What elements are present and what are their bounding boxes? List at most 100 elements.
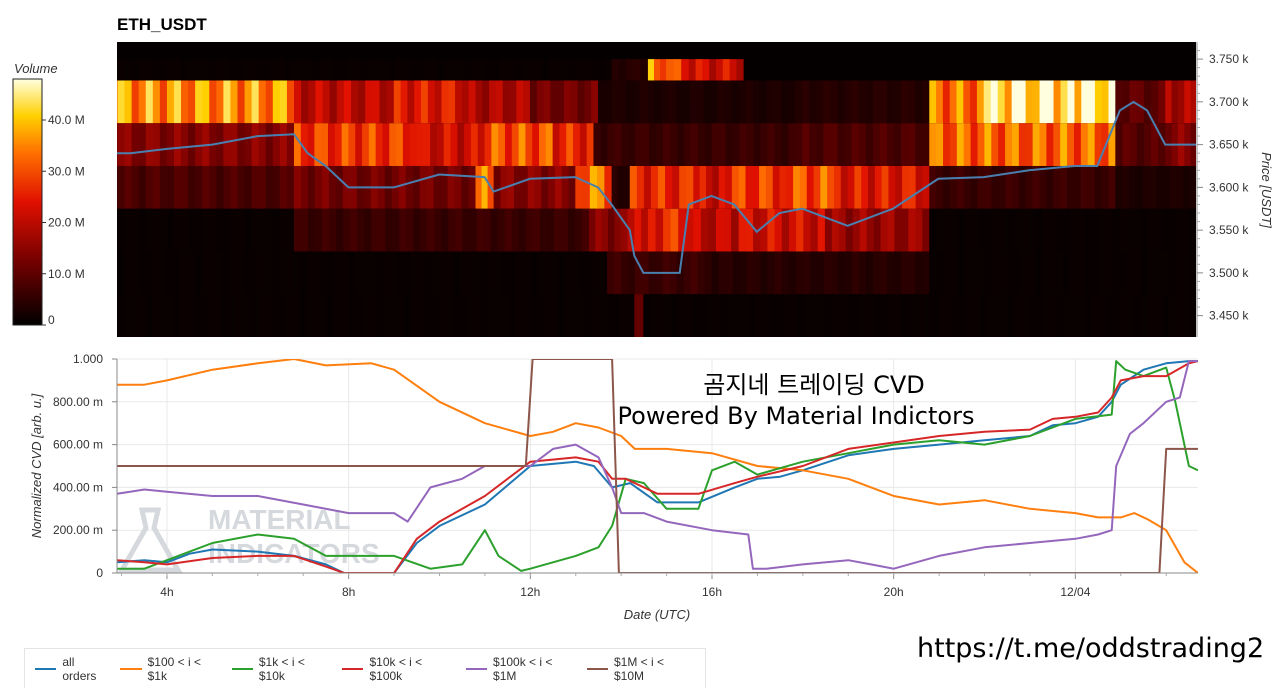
- heatmap-cell: [578, 294, 586, 337]
- heatmap-cell: [597, 165, 605, 209]
- heatmap-cell: [1027, 208, 1036, 252]
- heatmap-cell: [257, 251, 265, 295]
- heatmap-cell: [922, 251, 930, 295]
- heatmap-cell: [550, 294, 558, 337]
- heatmap-cell: [663, 123, 671, 166]
- legend-item[interactable]: $1M < i < $10M: [586, 655, 695, 683]
- heatmap-cell: [1162, 165, 1171, 209]
- cvd-series-line-3: [117, 360, 1198, 573]
- heatmap-cell: [874, 165, 883, 209]
- heatmap-cell: [341, 123, 349, 166]
- heatmap-cell: [235, 59, 244, 102]
- heatmap-cell: [551, 251, 559, 295]
- heatmap-cell: [809, 123, 817, 166]
- heatmap-cell: [788, 251, 797, 295]
- heatmap-cell: [350, 208, 358, 252]
- heatmap-cell: [1049, 294, 1058, 337]
- heatmap-cell: [411, 251, 419, 295]
- heatmap-cell: [508, 294, 516, 337]
- heatmap-cell: [529, 80, 538, 124]
- heatmap-cell: [860, 294, 869, 337]
- price-tick-label: 3.750 k: [1209, 52, 1249, 66]
- heatmap-cell: [301, 80, 309, 124]
- heatmap-cell: [755, 294, 763, 337]
- heatmap-cell: [236, 294, 244, 337]
- heatmap-cell: [753, 208, 761, 252]
- heatmap-cell: [159, 251, 167, 295]
- heatmap-cell: [272, 208, 281, 252]
- heatmap-cell: [1035, 294, 1044, 337]
- heatmap-cell: [971, 208, 979, 252]
- heatmap-cell: [949, 123, 958, 166]
- heatmap-cell: [902, 165, 910, 209]
- heatmap-cell: [1084, 294, 1093, 337]
- heatmap-cell: [475, 80, 483, 124]
- heatmap-cell: [786, 165, 794, 209]
- heatmap-cell: [159, 294, 167, 337]
- heatmap-cell: [250, 251, 258, 295]
- heatmap-cell: [230, 165, 238, 209]
- heatmap-cell: [635, 123, 643, 166]
- heatmap-cell: [579, 251, 587, 295]
- heatmap-cell: [765, 165, 774, 209]
- heatmap-cell: [166, 165, 175, 209]
- heatmap-cell: [444, 59, 452, 102]
- heatmap-cell: [887, 208, 895, 252]
- heatmap-cell: [1063, 294, 1072, 337]
- heatmap-cell: [772, 165, 780, 209]
- heatmap-cell: [837, 80, 845, 124]
- heatmap-cell: [1056, 251, 1064, 295]
- heatmap-cell: [657, 294, 665, 337]
- heatmap-cell: [668, 80, 676, 124]
- heatmap-cell: [223, 165, 231, 209]
- heatmap-cell: [343, 208, 351, 252]
- heatmap-cell: [970, 123, 978, 166]
- heatmap-cell: [1133, 251, 1142, 295]
- heatmap-cell: [307, 123, 315, 166]
- heatmap-cell: [159, 165, 168, 209]
- heatmap-cell: [365, 80, 373, 124]
- heatmap-cell: [166, 294, 174, 337]
- heatmap-cell: [643, 294, 651, 337]
- cvd-x-tick-label: 20h: [884, 585, 904, 599]
- heatmap-cell: [963, 123, 972, 166]
- heatmap-cell: [704, 123, 713, 166]
- legend-item[interactable]: $100 < i < $1k: [120, 655, 221, 683]
- legend-item[interactable]: all orders: [35, 655, 110, 683]
- heatmap-cell: [908, 251, 916, 295]
- heatmap-cell: [1189, 208, 1196, 252]
- heatmap-cell: [379, 80, 388, 124]
- heatmap-cell: [237, 123, 245, 166]
- heatmap-cell: [1115, 165, 1123, 209]
- heatmap-cell: [623, 165, 631, 209]
- heatmap-cell: [329, 208, 337, 252]
- heatmap-cell: [647, 80, 655, 124]
- heatmap-cell: [1175, 294, 1184, 337]
- heatmap-cell: [244, 165, 253, 209]
- heatmap-cell: [385, 208, 393, 252]
- heatmap-cell: [852, 208, 861, 252]
- heatmap-cell: [853, 294, 862, 337]
- telegram-link[interactable]: https://t.me/oddstrading2: [917, 633, 1265, 664]
- heatmap-cell: [298, 294, 307, 337]
- heatmap-cell: [354, 59, 362, 102]
- legend-item[interactable]: $100k < i < $1M: [465, 655, 577, 683]
- heatmap-cell: [455, 80, 463, 124]
- heatmap-cell: [636, 165, 645, 209]
- heatmap-cell: [873, 208, 881, 252]
- heatmap-cell: [846, 294, 855, 337]
- heatmap-cell: [307, 165, 316, 209]
- heatmap-cell: [333, 294, 342, 337]
- legend-item[interactable]: $10k < i < $100k: [342, 655, 456, 683]
- heatmap-cell: [881, 165, 889, 209]
- heatmap-cell: [759, 80, 768, 124]
- heatmap-cell: [319, 59, 327, 102]
- heatmap-cell: [355, 123, 363, 166]
- heatmap-cell: [715, 59, 724, 102]
- heatmap-cell: [724, 80, 733, 124]
- heatmap-cell: [466, 294, 475, 337]
- heatmap-cell: [516, 251, 524, 295]
- heatmap-cell: [507, 165, 515, 209]
- legend-item[interactable]: $1k < i < $10k: [231, 655, 333, 683]
